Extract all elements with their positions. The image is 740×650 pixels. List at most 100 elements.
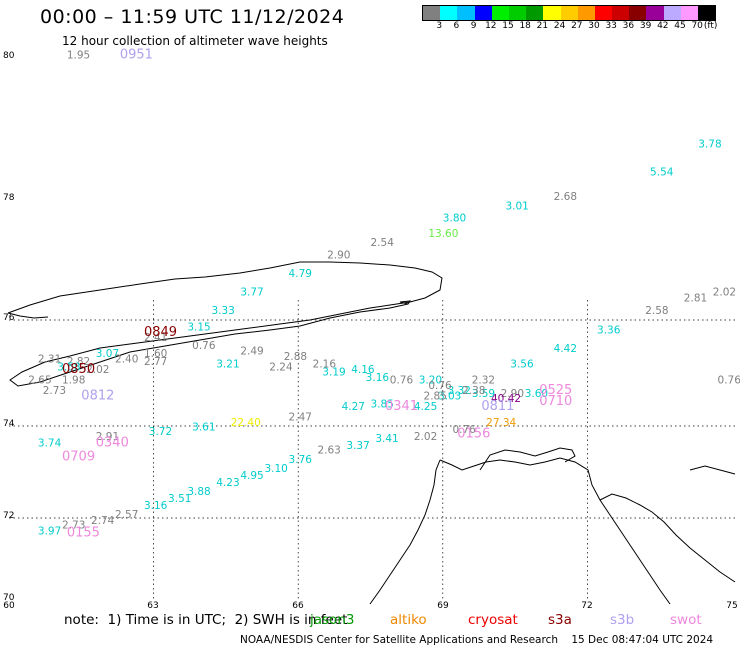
legend-swatch bbox=[440, 6, 458, 20]
wave-height-value: 3.72 bbox=[149, 426, 172, 438]
wave-height-value: 2.24 bbox=[269, 361, 293, 373]
wave-height-labels: 1.95 5.54 3.78 2.68 3.01 3.80 13.60 2.54 2.90 4.7… bbox=[28, 48, 740, 541]
legend-swatch bbox=[680, 6, 698, 20]
wave-height-value: 0.76 bbox=[192, 340, 216, 352]
wave-height-value: 2.16 bbox=[313, 359, 337, 371]
wave-height-value: 2.63 bbox=[317, 445, 340, 457]
wave-height-value: 2.38 bbox=[462, 385, 485, 397]
wave-height-value: 2.32 bbox=[472, 375, 495, 387]
legend-swatch bbox=[698, 6, 716, 20]
pass-time-label: 0850 bbox=[62, 362, 95, 377]
legend-swatch bbox=[629, 6, 647, 20]
wave-height-value: 3.61 bbox=[192, 422, 215, 434]
wave-height-value: 2.68 bbox=[554, 191, 577, 203]
wave-height-value: 3.85 bbox=[371, 398, 394, 410]
wave-height-value: 1.98 bbox=[62, 375, 85, 387]
color-legend-values: 3 6 9 12 15 18 21 24 27 30 33 36 39 42 45 70 (ft) bbox=[422, 21, 740, 33]
pass-time-label: 0525 bbox=[539, 383, 572, 398]
wave-height-value: 2.74 bbox=[91, 515, 115, 527]
lat-label-70: 70 bbox=[3, 593, 15, 603]
wave-height-value: 4.25 bbox=[414, 401, 437, 413]
pass-time-label: 0341 bbox=[385, 399, 418, 414]
wave-height-value: 4.23 bbox=[216, 477, 239, 489]
pass-time-label: 0811 bbox=[481, 399, 514, 414]
wave-height-value: 4.16 bbox=[351, 364, 375, 376]
pass-time-label: 0951 bbox=[120, 48, 153, 63]
wave-height-value: 4.79 bbox=[289, 268, 312, 280]
wave-height-value: 0.76 bbox=[390, 375, 414, 387]
satellite-s3a: s3a bbox=[548, 612, 572, 628]
lat-label-76: 76 bbox=[3, 313, 15, 323]
wave-height-value: 2.40 bbox=[115, 353, 138, 365]
wave-height-value: 3.32 bbox=[448, 385, 471, 397]
wave-height-value: 2.90 bbox=[501, 388, 524, 400]
pass-time-label: 0156 bbox=[457, 427, 490, 442]
wave-height-value: 4.27 bbox=[342, 401, 365, 413]
wave-height-value: 2.65 bbox=[28, 375, 51, 387]
wave-height-value: 3.19 bbox=[322, 367, 345, 379]
wave-height-value: 2.41 bbox=[144, 332, 167, 344]
wave-height-value: 2.02 bbox=[414, 431, 437, 443]
wave-height-value: 3.74 bbox=[38, 438, 62, 450]
satellite-altiko: altiko bbox=[390, 612, 427, 628]
lon-label-63: 63 bbox=[147, 601, 159, 611]
note-text: note: 1) Time is in UTC; 2) SWH is in fe… bbox=[64, 612, 348, 628]
wave-height-value: 2.85 bbox=[424, 391, 447, 403]
wave-height-value: 2.58 bbox=[645, 305, 668, 317]
wave-height-value: 2.73 bbox=[62, 519, 85, 531]
wave-height-value: 13.60 bbox=[428, 228, 458, 240]
wave-height-value: 2.91 bbox=[96, 431, 119, 443]
pass-time-label: 0849 bbox=[144, 325, 177, 340]
wave-height-value: 0.76 bbox=[428, 380, 452, 392]
legend-swatch bbox=[646, 6, 664, 20]
wave-height-value: 3.60 bbox=[525, 388, 548, 400]
legend-swatch bbox=[663, 6, 681, 20]
legend-swatch bbox=[423, 6, 441, 20]
wave-height-value: 3.97 bbox=[38, 525, 61, 537]
wave-height-value: 3.51 bbox=[168, 493, 191, 505]
lon-label-66: 66 bbox=[292, 601, 304, 611]
legend-swatch bbox=[543, 6, 561, 20]
wave-height-value: 3.20 bbox=[419, 375, 442, 387]
lon-label-69: 69 bbox=[437, 601, 449, 611]
legend-swatch bbox=[526, 6, 544, 20]
wave-height-value: 3.07 bbox=[96, 348, 119, 360]
wave-height-value: 3.33 bbox=[211, 305, 234, 317]
legend-swatch bbox=[560, 6, 578, 20]
legend-swatch bbox=[474, 6, 492, 20]
legend-value: 42 bbox=[657, 21, 669, 31]
wave-height-value: 27.34 bbox=[486, 417, 516, 429]
wave-height-value: 3.15 bbox=[187, 322, 210, 334]
wave-height-value: 2.82 bbox=[67, 356, 90, 368]
novaya-zemlya-west-tip bbox=[7, 312, 49, 319]
pass-time-label: 0340 bbox=[96, 436, 129, 451]
wave-height-value: 3.16 bbox=[144, 500, 168, 512]
wave-height-value: 5.54 bbox=[650, 167, 674, 179]
wave-height-value: 3.10 bbox=[264, 463, 287, 475]
wave-height-value: 2.31 bbox=[38, 353, 61, 365]
lat-label-78: 78 bbox=[3, 193, 15, 203]
lat-label-72: 72 bbox=[3, 511, 15, 521]
legend-swatch bbox=[612, 6, 630, 20]
legend-swatch bbox=[491, 6, 509, 20]
color-legend-bar bbox=[422, 5, 717, 21]
legend-swatch bbox=[594, 6, 613, 20]
satellite-cryosat: cryosat bbox=[468, 612, 518, 628]
wave-height-value: 2.57 bbox=[115, 509, 138, 521]
lon-label-72: 72 bbox=[581, 601, 593, 611]
graticule bbox=[9, 300, 735, 600]
wave-height-value: 40.42 bbox=[491, 393, 521, 405]
legend-unit: (ft) bbox=[703, 21, 718, 31]
wave-height-value: 3.41 bbox=[375, 433, 398, 445]
legend-swatch bbox=[457, 6, 475, 20]
pass-time-label: 0812 bbox=[81, 389, 114, 404]
wave-height-value: 3.59 bbox=[472, 388, 495, 400]
legend-value: 39 bbox=[639, 21, 652, 31]
wave-height-value: 3.16 bbox=[366, 372, 390, 384]
wave-height-value: 22.40 bbox=[231, 417, 261, 429]
wave-height-value: 2.54 bbox=[371, 237, 395, 249]
legend-value: 70 bbox=[691, 21, 703, 31]
wave-height-value: 3.36 bbox=[597, 324, 621, 336]
